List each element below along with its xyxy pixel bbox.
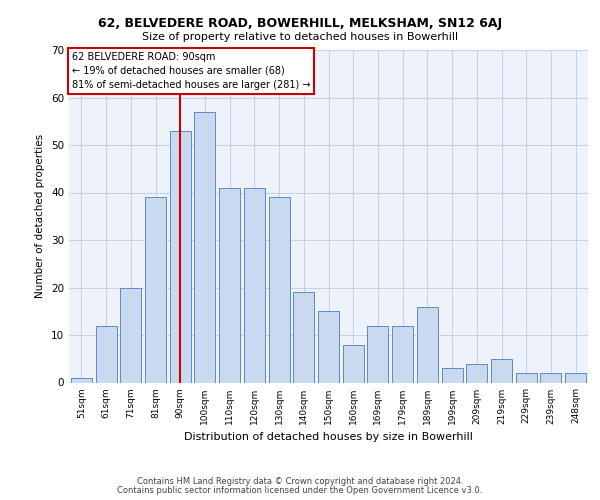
Text: Contains public sector information licensed under the Open Government Licence v3: Contains public sector information licen… — [118, 486, 482, 495]
Bar — [516, 373, 537, 382]
Bar — [120, 288, 141, 382]
Bar — [145, 197, 166, 382]
Bar — [417, 306, 438, 382]
Bar — [565, 373, 586, 382]
Text: 62, BELVEDERE ROAD, BOWERHILL, MELKSHAM, SN12 6AJ: 62, BELVEDERE ROAD, BOWERHILL, MELKSHAM,… — [98, 18, 502, 30]
Bar — [367, 326, 388, 382]
Bar — [71, 378, 92, 382]
Bar — [194, 112, 215, 382]
Y-axis label: Number of detached properties: Number of detached properties — [35, 134, 46, 298]
Bar — [269, 197, 290, 382]
Text: 62 BELVEDERE ROAD: 90sqm
← 19% of detached houses are smaller (68)
81% of semi-d: 62 BELVEDERE ROAD: 90sqm ← 19% of detach… — [71, 52, 310, 90]
Text: Contains HM Land Registry data © Crown copyright and database right 2024.: Contains HM Land Registry data © Crown c… — [137, 477, 463, 486]
Bar — [95, 326, 116, 382]
X-axis label: Distribution of detached houses by size in Bowerhill: Distribution of detached houses by size … — [184, 432, 473, 442]
Bar — [170, 130, 191, 382]
Bar — [219, 188, 240, 382]
Bar — [442, 368, 463, 382]
Bar — [293, 292, 314, 382]
Bar — [318, 311, 339, 382]
Bar — [244, 188, 265, 382]
Text: Size of property relative to detached houses in Bowerhill: Size of property relative to detached ho… — [142, 32, 458, 42]
Bar — [343, 344, 364, 383]
Bar — [466, 364, 487, 382]
Bar — [541, 373, 562, 382]
Bar — [392, 326, 413, 382]
Bar — [491, 359, 512, 382]
